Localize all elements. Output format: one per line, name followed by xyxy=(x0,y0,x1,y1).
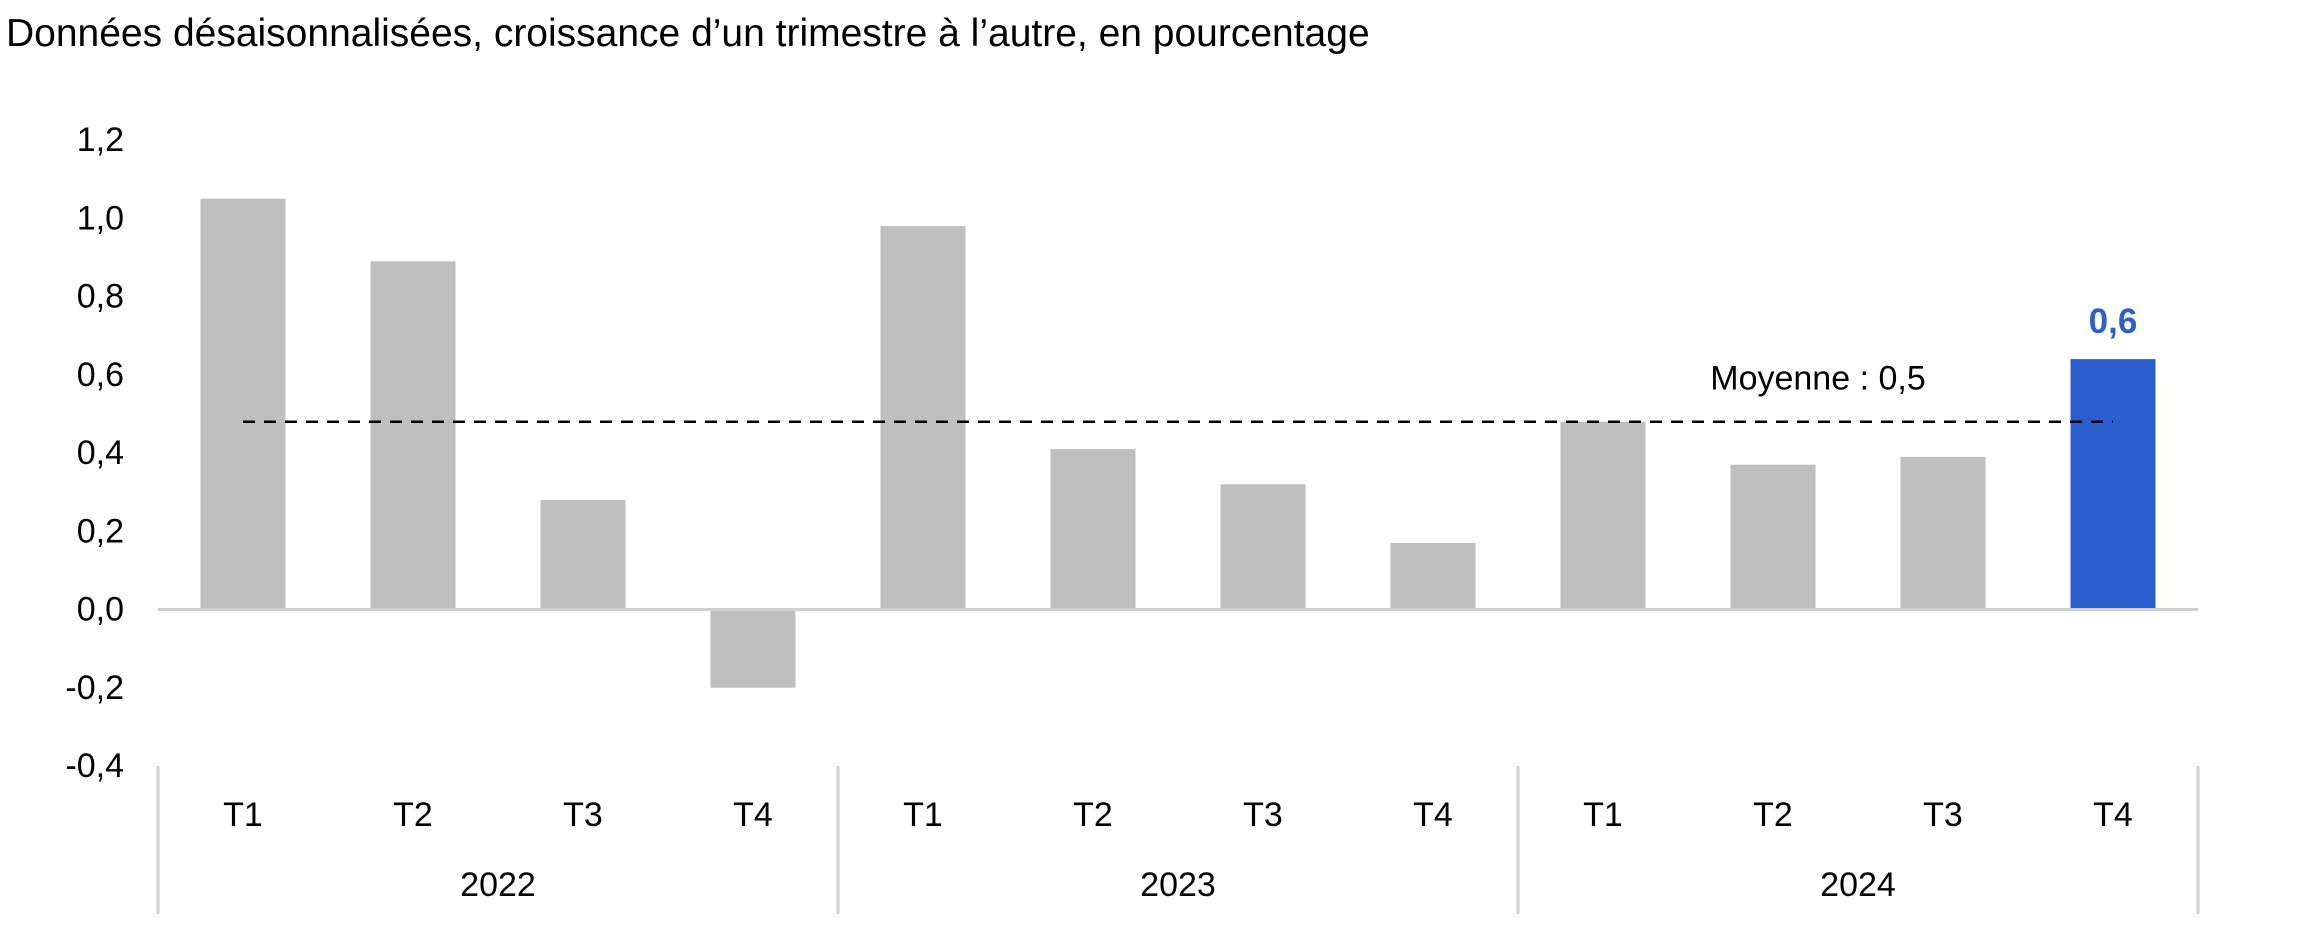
bar xyxy=(540,499,626,610)
y-tick-label: 0,6 xyxy=(77,356,124,394)
bar xyxy=(880,226,966,610)
year-group-label: 2024 xyxy=(1820,866,1896,904)
year-group-label: 2023 xyxy=(1140,866,1216,904)
x-tick-label: T2 xyxy=(1073,796,1113,834)
average-label: Moyenne : 0,5 xyxy=(1710,360,1925,398)
x-tick-label: T3 xyxy=(563,796,603,834)
bar-highlight xyxy=(2070,359,2156,610)
y-tick-label: -0,4 xyxy=(65,747,124,785)
x-tick-label: T3 xyxy=(1923,796,1963,834)
highlight-data-label: 0,6 xyxy=(2089,302,2138,341)
chart-title: Données désaisonnalisées, croissance d’u… xyxy=(6,12,1370,55)
y-tick-label: 0,8 xyxy=(77,278,124,316)
x-tick-label: T2 xyxy=(393,796,433,834)
year-group-label: 2022 xyxy=(460,866,536,904)
bar xyxy=(1730,464,1816,610)
y-tick-label: 1,0 xyxy=(77,199,124,237)
bar xyxy=(1390,542,1476,610)
x-tick-label: T4 xyxy=(733,796,773,834)
x-tick-label: T4 xyxy=(1413,796,1453,834)
y-tick-label: 0,2 xyxy=(77,512,124,550)
x-tick-label: T4 xyxy=(2093,796,2133,834)
bar xyxy=(1560,421,1646,610)
y-tick-label: -0,2 xyxy=(65,669,124,707)
bar xyxy=(200,198,286,610)
y-tick-label: 1,2 xyxy=(77,121,124,159)
x-tick-label: T1 xyxy=(903,796,943,834)
bar xyxy=(370,261,456,610)
bar xyxy=(1900,456,1986,610)
x-tick-label: T3 xyxy=(1243,796,1283,834)
x-tick-label: T2 xyxy=(1753,796,1793,834)
y-tick-label: 0,0 xyxy=(77,591,124,629)
bar xyxy=(1050,449,1136,610)
bar xyxy=(1220,484,1306,610)
x-tick-label: T1 xyxy=(1583,796,1623,834)
bar xyxy=(710,609,796,688)
y-tick-label: 0,4 xyxy=(77,434,124,472)
x-tick-label: T1 xyxy=(223,796,263,834)
